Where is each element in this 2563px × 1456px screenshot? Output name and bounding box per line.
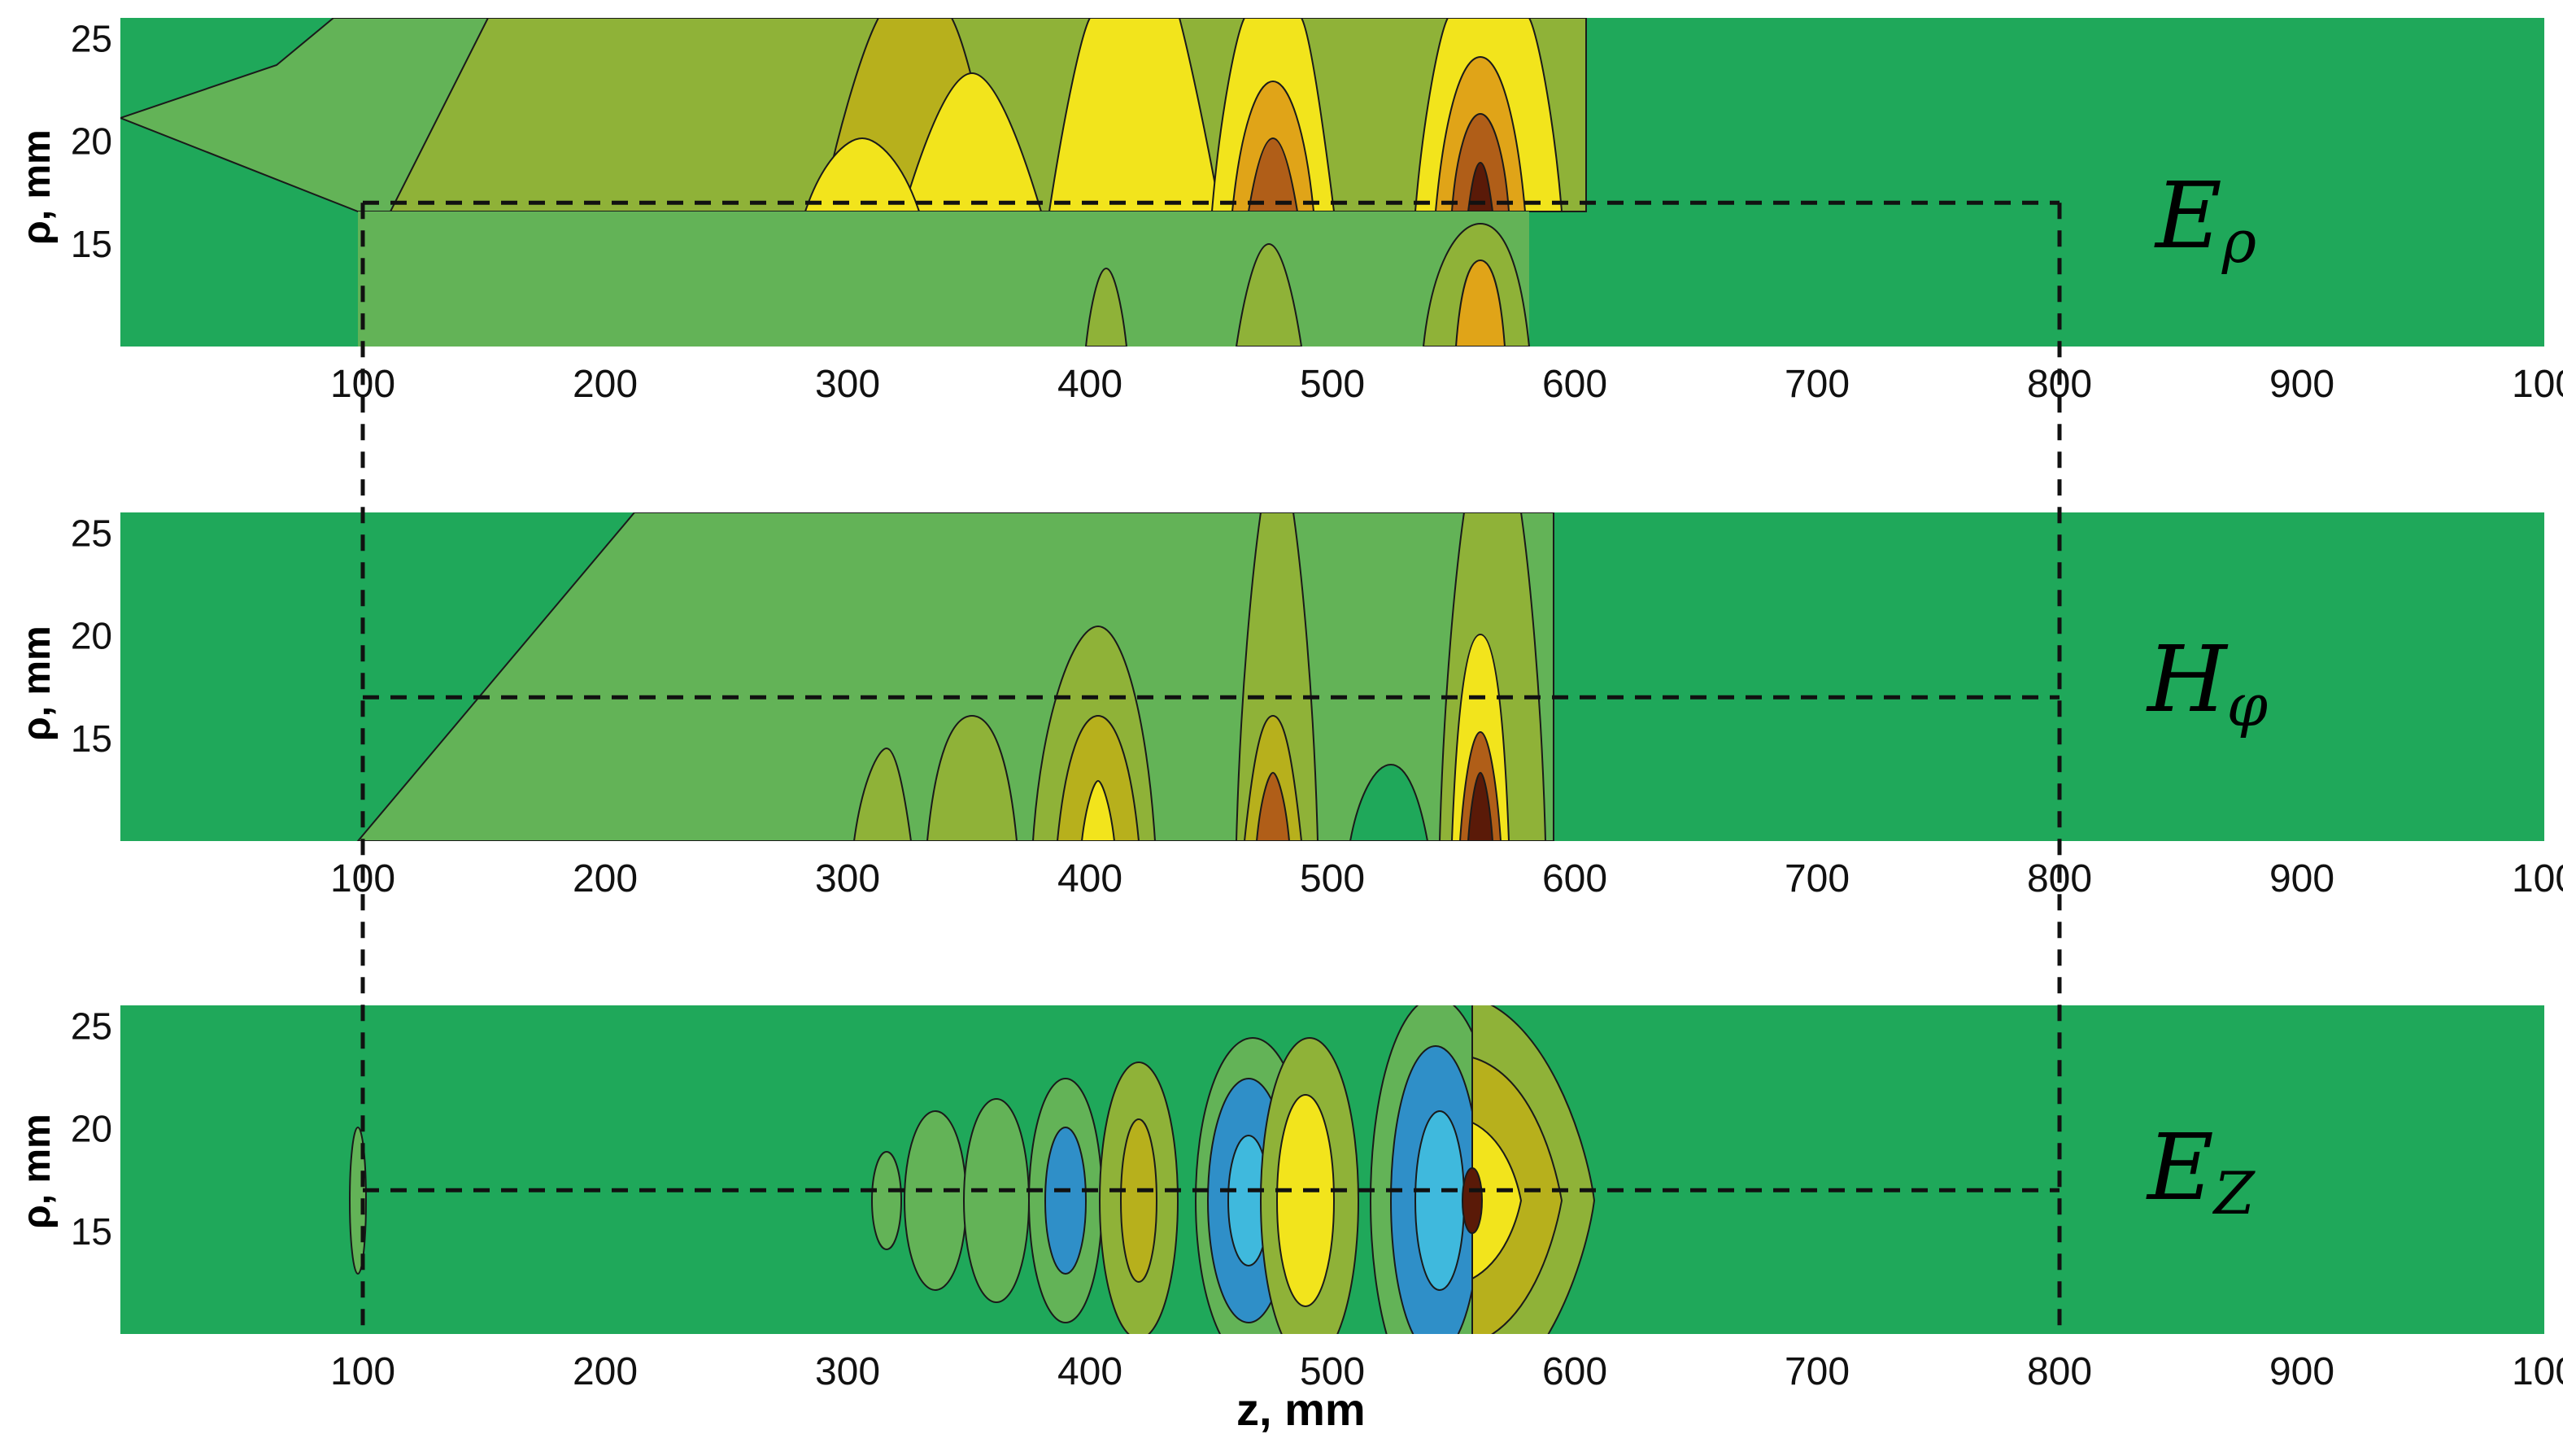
x-tick-label: 900 — [2269, 1350, 2334, 1393]
field-label-e-rho: Eρ — [2155, 171, 2256, 271]
contour-lobe — [1276, 1094, 1335, 1307]
y-tick-label: 15 — [71, 223, 112, 265]
x-tick-label: 100 — [2512, 363, 2563, 406]
y-tick-label: 15 — [71, 717, 112, 760]
contour-lobe — [1462, 1167, 1483, 1234]
x-tick-label: 700 — [1785, 857, 1850, 900]
contour-lobe — [901, 72, 1043, 212]
panel-e-z — [120, 1005, 2544, 1334]
field-subscript: φ — [2226, 671, 2269, 739]
y-tick-label: 25 — [71, 512, 112, 554]
contour-lobe — [1255, 771, 1291, 841]
x-axis-label: z, mm — [1236, 1384, 1366, 1435]
contour-lobe — [1084, 267, 1128, 347]
x-tick-label: 100 — [2512, 857, 2563, 900]
field-label-e-z: EZ — [2147, 1123, 2255, 1223]
x-tick-label: 100 — [330, 1350, 395, 1393]
contour-lobe — [904, 1110, 967, 1291]
x-tick-label: 800 — [2027, 1350, 2092, 1393]
contour-fill — [120, 18, 1587, 347]
contour-lobe — [1414, 1110, 1465, 1291]
x-tick-label: 500 — [1300, 857, 1365, 900]
field-label-h-phi: Hφ — [2147, 634, 2268, 735]
contour-lobe — [1467, 771, 1494, 841]
y-axis-label: ρ, mm — [15, 129, 59, 245]
x-tick-label: 200 — [573, 857, 638, 900]
x-tick-label: 300 — [815, 1350, 880, 1393]
x-tick-label: 900 — [2269, 363, 2334, 406]
x-tick-label: 400 — [1057, 1350, 1122, 1393]
contour-lobe — [1467, 161, 1494, 212]
contour-lobe — [804, 137, 921, 212]
contour-lobe — [1471, 1121, 1523, 1280]
contour-lobe — [963, 1098, 1030, 1303]
x-tick-label: 200 — [573, 1350, 638, 1393]
y-axis-label: ρ, mm — [15, 1114, 59, 1229]
x-tick-label: 600 — [1542, 857, 1607, 900]
contour-lobe — [1048, 18, 1222, 212]
x-tick-label: 600 — [1542, 1350, 1607, 1393]
contour-lobe — [1120, 1118, 1157, 1283]
x-tick-label: 400 — [1057, 363, 1122, 406]
x-tick-label: 500 — [1300, 1350, 1365, 1393]
contour-lobe — [1080, 779, 1116, 841]
y-tick-label: 20 — [71, 1108, 112, 1150]
x-tick-label: 900 — [2269, 857, 2334, 900]
contour-region — [358, 211, 1529, 347]
x-tick-label: 700 — [1785, 363, 1850, 406]
panel-e-rho — [120, 18, 2544, 347]
field-symbol: H — [2147, 627, 2227, 733]
x-tick-label: 500 — [1300, 363, 1365, 406]
y-axis-label: ρ, mm — [15, 626, 59, 741]
x-tick-label: 400 — [1057, 857, 1122, 900]
y-tick-label: 20 — [71, 120, 112, 163]
x-tick-label: 300 — [815, 363, 880, 406]
y-tick-label: 25 — [71, 17, 112, 59]
x-tick-label: 700 — [1785, 1350, 1850, 1393]
contour-lobe — [852, 747, 913, 841]
x-tick-label: 300 — [815, 857, 880, 900]
contour-lobe — [1247, 137, 1299, 212]
field-symbol: E — [2147, 1115, 2214, 1221]
contour-lobe — [1044, 1127, 1087, 1275]
panel-h-phi — [120, 512, 2544, 841]
y-tick-label: 20 — [71, 615, 112, 657]
field-subscript: Z — [2213, 1159, 2255, 1227]
contour-fill — [356, 512, 1554, 841]
y-tick-label: 25 — [71, 1005, 112, 1047]
field-subscript: ρ — [2221, 207, 2257, 276]
contour-lobe — [1235, 242, 1303, 347]
field-symbol: E — [2155, 163, 2222, 269]
y-tick-label: 15 — [71, 1210, 112, 1253]
x-tick-label: 200 — [573, 363, 638, 406]
contour-lobe — [1056, 714, 1140, 841]
contour-lobe — [1454, 259, 1506, 347]
contour-lobe — [926, 714, 1018, 841]
contour-lobe — [1349, 763, 1429, 841]
x-tick-label: 100 — [2512, 1350, 2563, 1393]
x-tick-label: 600 — [1542, 363, 1607, 406]
contour-fill — [349, 1005, 1596, 1334]
contour-lobe — [871, 1151, 902, 1250]
overlays: 100 200 300 400 500 600 700 800 900 100 15 20 25 100 2… — [71, 17, 2563, 1393]
